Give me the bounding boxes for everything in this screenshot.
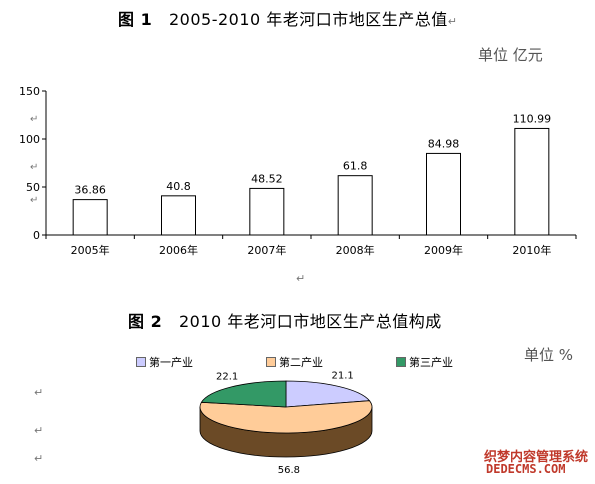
y-tick-label: 150	[19, 85, 40, 98]
bar-value-label: 36.86	[74, 184, 106, 197]
watermark-text: 织梦内容管理系统	[484, 450, 589, 465]
paragraph-mark: ↵	[30, 195, 38, 206]
figure2-title-number: 图 2	[128, 312, 163, 331]
legend-item-secondary: 第二产业	[266, 354, 323, 370]
x-tick-label: 2010年	[512, 243, 551, 257]
figure1-title-number: 图 1	[118, 10, 153, 29]
y-tick-label: 100	[19, 133, 40, 146]
legend-item-primary: 第一产业	[136, 354, 193, 370]
bar	[426, 152, 461, 236]
legend-swatch-tertiary	[396, 357, 406, 367]
x-tick-label: 2006年	[159, 243, 198, 257]
legend-label-primary: 第一产业	[149, 356, 193, 369]
x-tick-label: 2007年	[247, 243, 286, 257]
bar	[161, 195, 196, 236]
bar-value-label: 40.8	[166, 180, 191, 193]
bar-value-label: 61.8	[343, 160, 368, 173]
bar	[514, 127, 550, 236]
legend-label-tertiary: 第三产业	[409, 356, 453, 369]
legend-swatch-primary	[136, 357, 146, 367]
pie-value-label: 22.1	[216, 371, 238, 382]
pie-slice	[200, 380, 287, 408]
legend-swatch-secondary	[266, 357, 276, 367]
bar-value-label: 48.52	[251, 172, 283, 185]
paragraph-mark: ↵	[30, 162, 38, 173]
paragraph-mark: ↵	[296, 272, 306, 285]
bar	[72, 199, 108, 236]
figure2-pie-chart: 21.1 56.8 22.1	[199, 371, 373, 476]
pie-value-label: 21.1	[331, 371, 353, 382]
pie-slice	[199, 400, 373, 434]
bar	[337, 175, 373, 236]
x-tick-label: 2009年	[424, 243, 463, 257]
figure1-title-text: 2005-2010 年老河口市地区生产总值	[168, 10, 448, 29]
pie-value-label: 56.8	[278, 465, 300, 476]
bar-value-label: 110.99	[513, 112, 552, 125]
figure1-title: 图 1 2005-2010 年老河口市地区生产总值↵	[118, 6, 458, 30]
figure2-title: 图 2 2010 年老河口市地区生产总值构成	[128, 308, 442, 332]
paragraph-mark: ↵	[34, 452, 44, 465]
paragraph-mark: ↵	[30, 114, 38, 125]
y-tick-label: 0	[33, 229, 40, 242]
x-tick-label: 2008年	[336, 243, 375, 257]
figure1-bar-chart: 0 50 100 150 36.86 2005年 40.8 2006年 48.52 2007年 61…	[19, 85, 577, 257]
paragraph-mark: ↵	[447, 15, 458, 28]
legend-label-secondary: 第二产业	[279, 356, 323, 369]
bar	[249, 187, 285, 236]
figure1-unit: 单位 亿元	[478, 46, 543, 64]
figure2-unit: 单位 %	[524, 346, 574, 364]
pie-slice	[285, 380, 371, 408]
legend-item-tertiary: 第三产业	[396, 354, 453, 370]
watermark-url: DEDECMS.COM	[486, 462, 566, 476]
paragraph-mark: ↵	[34, 386, 44, 399]
x-tick-label: 2005年	[71, 243, 110, 257]
bar-value-label: 84.98	[428, 137, 460, 150]
figure2-title-text: 2010 年老河口市地区生产总值构成	[178, 312, 442, 331]
y-tick-label: 50	[26, 181, 40, 194]
paragraph-mark: ↵	[34, 424, 44, 437]
